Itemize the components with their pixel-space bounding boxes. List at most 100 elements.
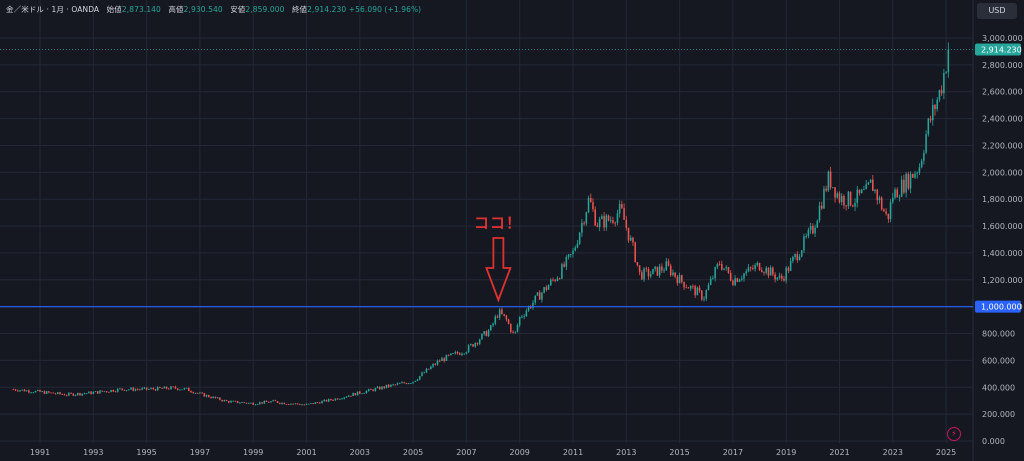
candle-body [570, 254, 572, 255]
candle-body [292, 403, 294, 405]
candle-body [148, 388, 150, 390]
lightning-icon[interactable]: ⚡ [947, 427, 961, 441]
high-value: 2,930.540 [183, 5, 223, 14]
candle-body [385, 384, 388, 389]
time-axis[interactable]: 1991 1993 1995 1997 1999 2001 2003 2005 2007 2009… [30, 448, 956, 457]
candle-body [441, 358, 443, 361]
candle-body [96, 391, 99, 394]
candle-body [330, 399, 332, 401]
candle-body [252, 402, 254, 405]
y-tick-label: 3,000.000 [982, 34, 1023, 43]
candle-body [245, 402, 248, 404]
candle-body [323, 399, 326, 402]
candle-body [723, 268, 725, 270]
candle-body [543, 287, 545, 293]
candle-body [352, 393, 354, 397]
candle-body [558, 278, 561, 280]
candle-body [734, 278, 736, 286]
candle-body [634, 242, 636, 263]
candle-body [652, 268, 654, 275]
candle-body [812, 226, 814, 234]
horizontal-line-label: 1,000.000 [981, 303, 1022, 312]
currency-button[interactable]: USD [977, 3, 1017, 19]
candle-body [185, 387, 188, 389]
candle-body [418, 375, 421, 380]
candle-body [496, 316, 499, 318]
candle-body [403, 382, 405, 384]
candle-body [412, 381, 414, 384]
candle-body [849, 191, 852, 206]
candle-body [192, 392, 195, 394]
candle-body [621, 204, 623, 208]
candle-body [170, 386, 172, 390]
candle-body [663, 270, 665, 272]
candle-body [485, 331, 488, 337]
candle-body [72, 393, 75, 396]
candle-body [379, 386, 381, 390]
candle-body [492, 323, 494, 326]
candle-body [912, 173, 914, 178]
candle-body [556, 278, 559, 281]
candle-body [307, 403, 310, 405]
candle-body [145, 387, 148, 390]
candle-body [85, 393, 88, 395]
candle-body [516, 325, 519, 332]
candle-body [505, 315, 508, 320]
candle-body [518, 316, 521, 326]
candle-body [76, 393, 79, 395]
candle-body [938, 90, 941, 100]
candle-body [572, 250, 574, 255]
candle-body [523, 315, 525, 317]
candle-body [803, 236, 805, 251]
price-axis[interactable]: 0.000 200.000 400.000 600.000 800.000 1,000.0… [975, 34, 1023, 446]
candle-body [614, 222, 616, 224]
candlestick-series [12, 42, 950, 406]
candle-body [767, 267, 770, 276]
candle-body [694, 286, 696, 296]
candle-body [609, 220, 612, 221]
candle-body [752, 268, 754, 270]
candle-body [387, 384, 390, 387]
candle-body [576, 243, 579, 248]
candle-body [858, 189, 861, 194]
candle-body [772, 267, 774, 275]
candle-body [601, 216, 603, 219]
candle-body [936, 99, 938, 110]
candle-body [789, 260, 792, 271]
candle-body [929, 118, 932, 121]
candle-body [916, 172, 919, 174]
candle-body [136, 389, 139, 391]
candle-body [823, 188, 825, 209]
candle-body [876, 189, 879, 201]
candle-body [152, 388, 155, 390]
annotation-text: ココ！ [474, 214, 523, 232]
candle-body [156, 386, 159, 391]
candle-body [607, 215, 610, 221]
candle-body [778, 275, 781, 278]
candle-body [50, 392, 52, 394]
x-tick-label: 2019 [776, 448, 796, 457]
candle-body [283, 402, 286, 405]
candle-body [447, 354, 450, 356]
candle-body [900, 179, 903, 197]
candle-body [163, 386, 166, 389]
candle-body [216, 397, 219, 399]
candle-body [780, 275, 783, 279]
candle-body [139, 389, 141, 391]
candle-body [947, 49, 950, 73]
candle-body [692, 285, 694, 287]
candle-body [658, 266, 661, 276]
candle-body [227, 401, 230, 403]
candle-body [314, 402, 317, 404]
candle-body [19, 390, 21, 392]
candle-body [392, 384, 394, 386]
candle-body [554, 279, 557, 281]
candle-body [800, 250, 803, 257]
candle-body [99, 390, 101, 394]
candle-body [476, 342, 479, 344]
candle-body [285, 404, 288, 405]
candle-body [834, 187, 836, 198]
candle-body [438, 360, 441, 362]
candle-body [470, 344, 472, 346]
